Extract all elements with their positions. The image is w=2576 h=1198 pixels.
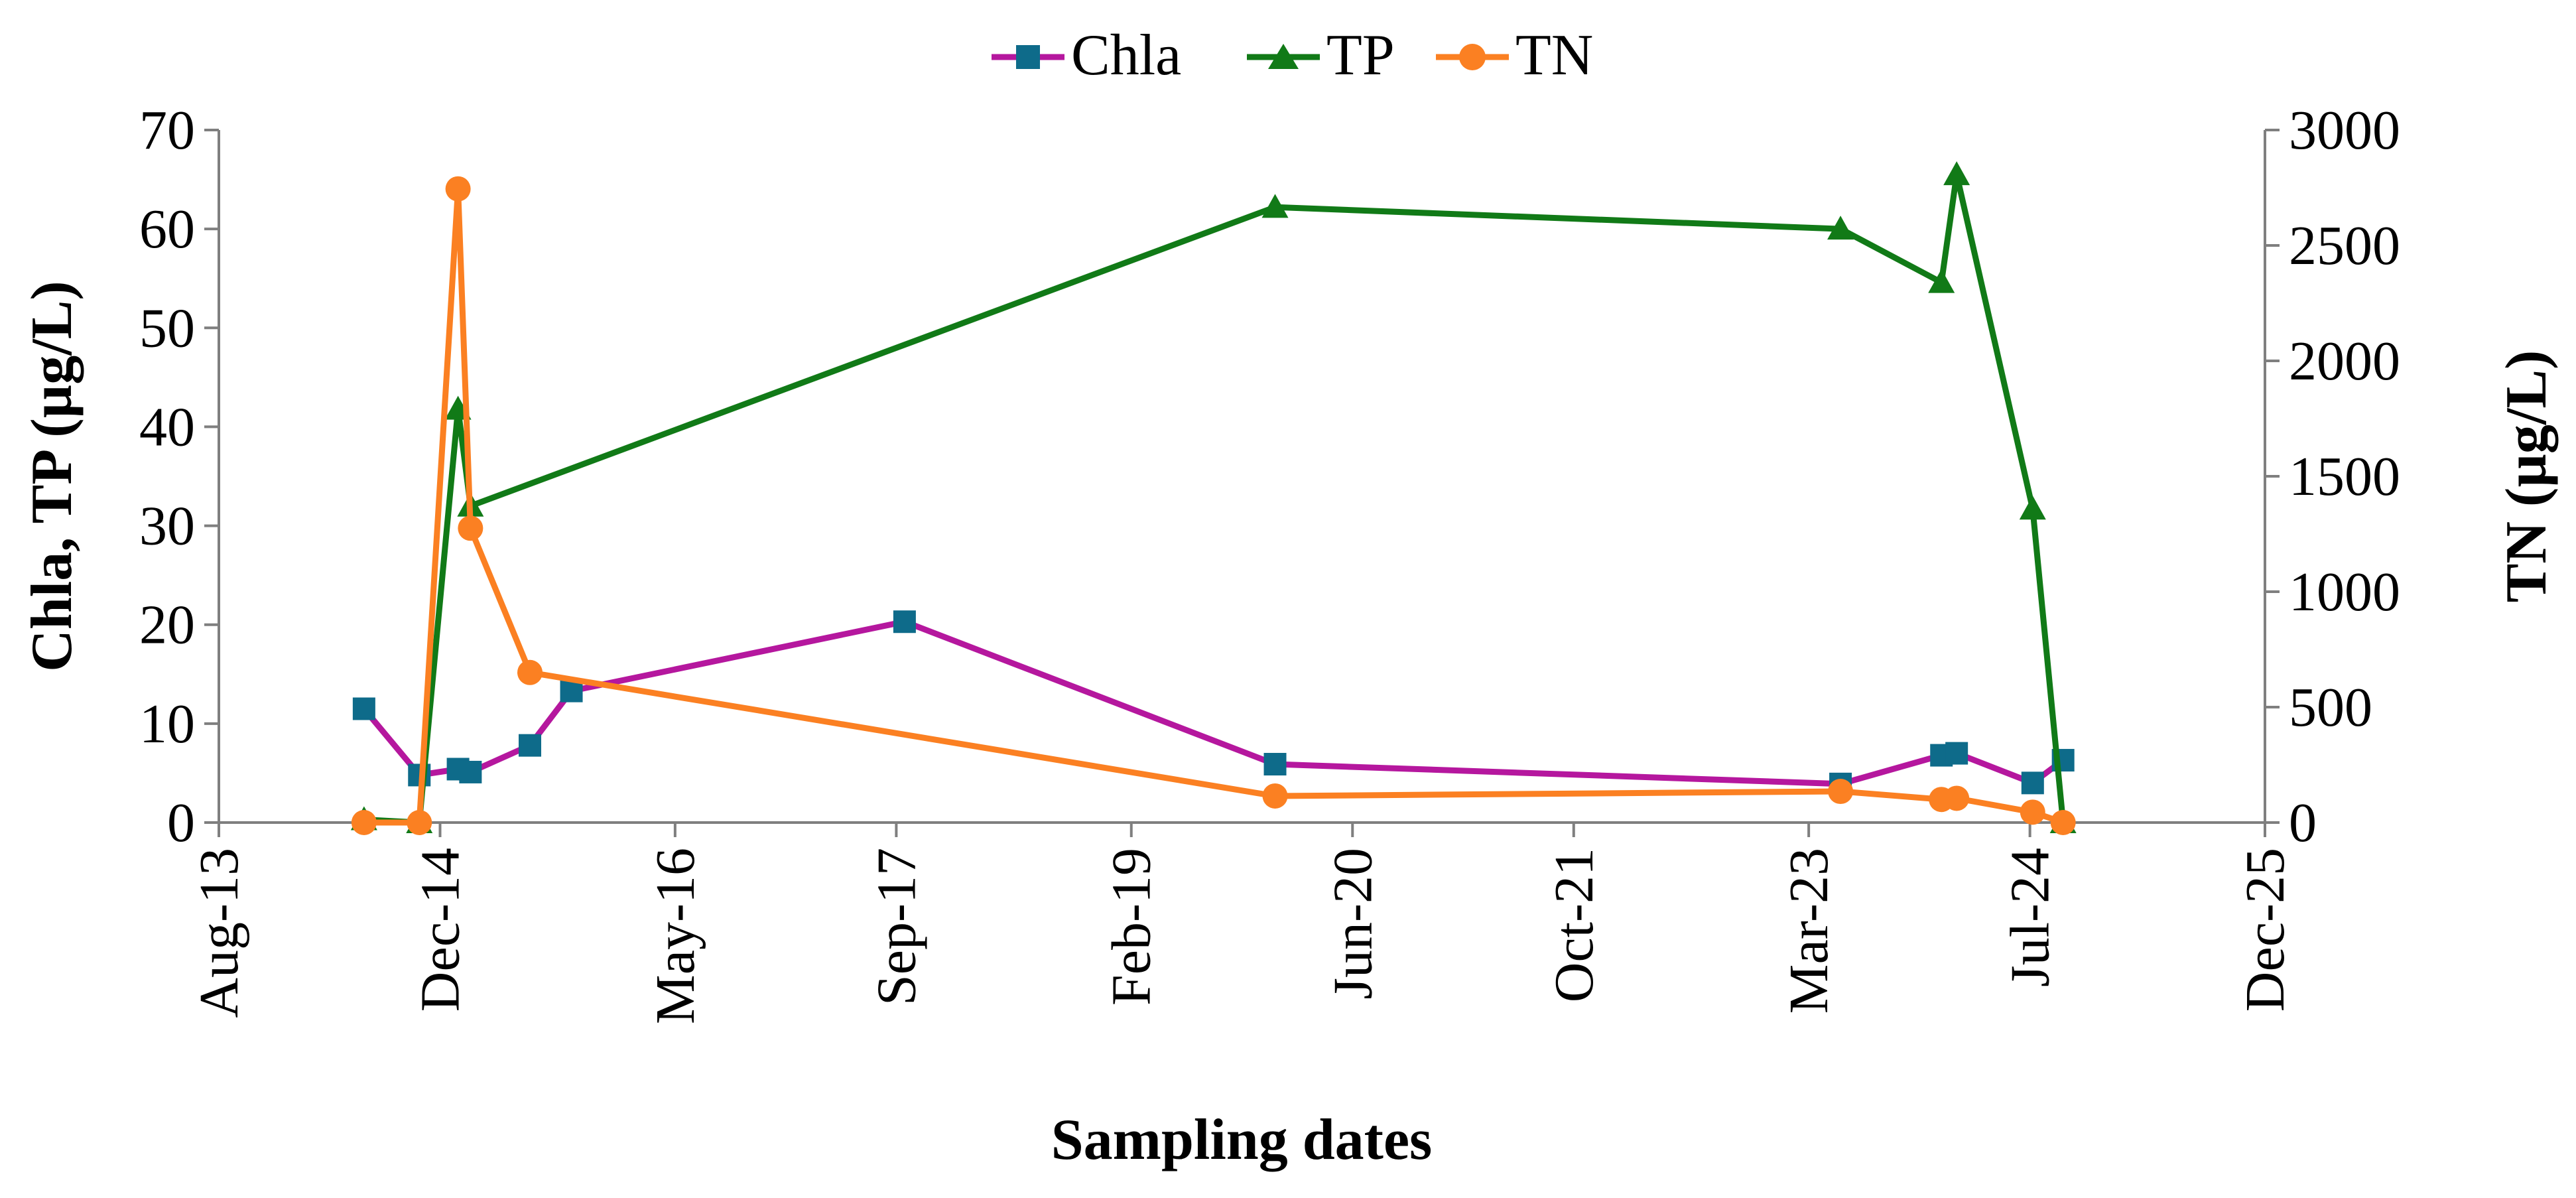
x-tick-label: Dec-25 <box>2234 848 2296 1012</box>
legend-tn-label: TN <box>1515 23 1593 88</box>
point-chla <box>352 697 375 720</box>
legend-chla-label: Chla <box>1071 23 1181 88</box>
legend-tp-marker <box>1268 44 1299 69</box>
point-tn <box>458 515 483 541</box>
point-tn <box>2050 810 2076 835</box>
point-tn <box>407 810 432 835</box>
x-tick-label: Dec-14 <box>410 848 472 1012</box>
series-chla-line <box>361 618 2065 787</box>
point-chla <box>2021 771 2044 795</box>
x-tick-label: Aug-13 <box>188 848 250 1018</box>
point-tn <box>351 810 377 835</box>
point-tp <box>1261 194 1289 218</box>
point-tn <box>2020 799 2045 825</box>
y-right-tick-label: 500 <box>2289 677 2372 738</box>
x-tick-label: Feb-19 <box>1101 848 1163 1006</box>
y-left-tick-label: 40 <box>139 396 195 458</box>
point-tn <box>1828 779 1854 805</box>
y-left-tick-label: 30 <box>139 496 195 557</box>
x-ticks: Aug-13 Dec-14 May-16 Sep-17 Feb-19 Jun-20 Oct-… <box>188 823 2296 1024</box>
y-left-tick-label: 60 <box>139 198 195 260</box>
x-tick-label: Sep-17 <box>866 848 927 1006</box>
point-chla <box>1263 753 1287 776</box>
y-right-tick-label: 2000 <box>2289 330 2400 392</box>
point-chla <box>459 760 482 783</box>
point-tn <box>445 176 471 202</box>
y-left-tick-label: 10 <box>139 693 195 755</box>
point-tn <box>1262 783 1288 809</box>
plot-area <box>350 161 2077 835</box>
point-tn <box>1944 785 1970 811</box>
legend: Chla TP TN <box>992 23 1593 88</box>
series-tn-line <box>363 186 2065 826</box>
x-tick-label: Jun-20 <box>1322 848 1384 1000</box>
y-right-tick-label: 1500 <box>2289 446 2400 507</box>
x-tick-label: Jul-24 <box>2000 848 2061 987</box>
y-right-tick-label: 1000 <box>2289 561 2400 623</box>
point-chla <box>1945 742 1968 765</box>
y-right-tick-label: 3000 <box>2289 100 2400 161</box>
legend-tn-marker <box>1459 44 1486 70</box>
x-tick-label: Mar-23 <box>1778 848 1840 1014</box>
point-tp <box>1928 269 1955 293</box>
point-tp <box>2019 496 2046 520</box>
y-left-tick-label: 20 <box>139 594 195 656</box>
y-right-tick-label: 2500 <box>2289 215 2400 277</box>
y-axis-left-title: Chla, TP (µg/L) <box>20 281 84 671</box>
x-axis-title: Sampling dates <box>1051 1108 1433 1172</box>
y-ticks-right: 0 500 1000 1500 2000 2500 3000 <box>2265 100 2400 854</box>
y-left-tick-label: 50 <box>139 297 195 359</box>
y-ticks-left: 0 10 20 30 40 50 60 70 <box>139 100 219 854</box>
legend-tp-label: TP <box>1326 23 1395 88</box>
point-chla <box>893 610 916 633</box>
series-tp-line <box>363 171 2067 826</box>
legend-chla-marker <box>1016 45 1040 69</box>
x-tick-label: May-16 <box>645 848 706 1024</box>
y-axis-right-title: TN (µg/L) <box>2494 350 2559 603</box>
x-tick-label: Oct-21 <box>1543 848 1605 1002</box>
y-right-tick-label: 0 <box>2289 792 2317 854</box>
point-tn <box>517 659 543 685</box>
y-left-tick-label: 0 <box>167 792 195 854</box>
point-tp <box>1943 161 1970 186</box>
point-chla <box>519 734 542 757</box>
point-tp <box>1827 216 1854 240</box>
y-left-tick-label: 70 <box>139 100 195 161</box>
